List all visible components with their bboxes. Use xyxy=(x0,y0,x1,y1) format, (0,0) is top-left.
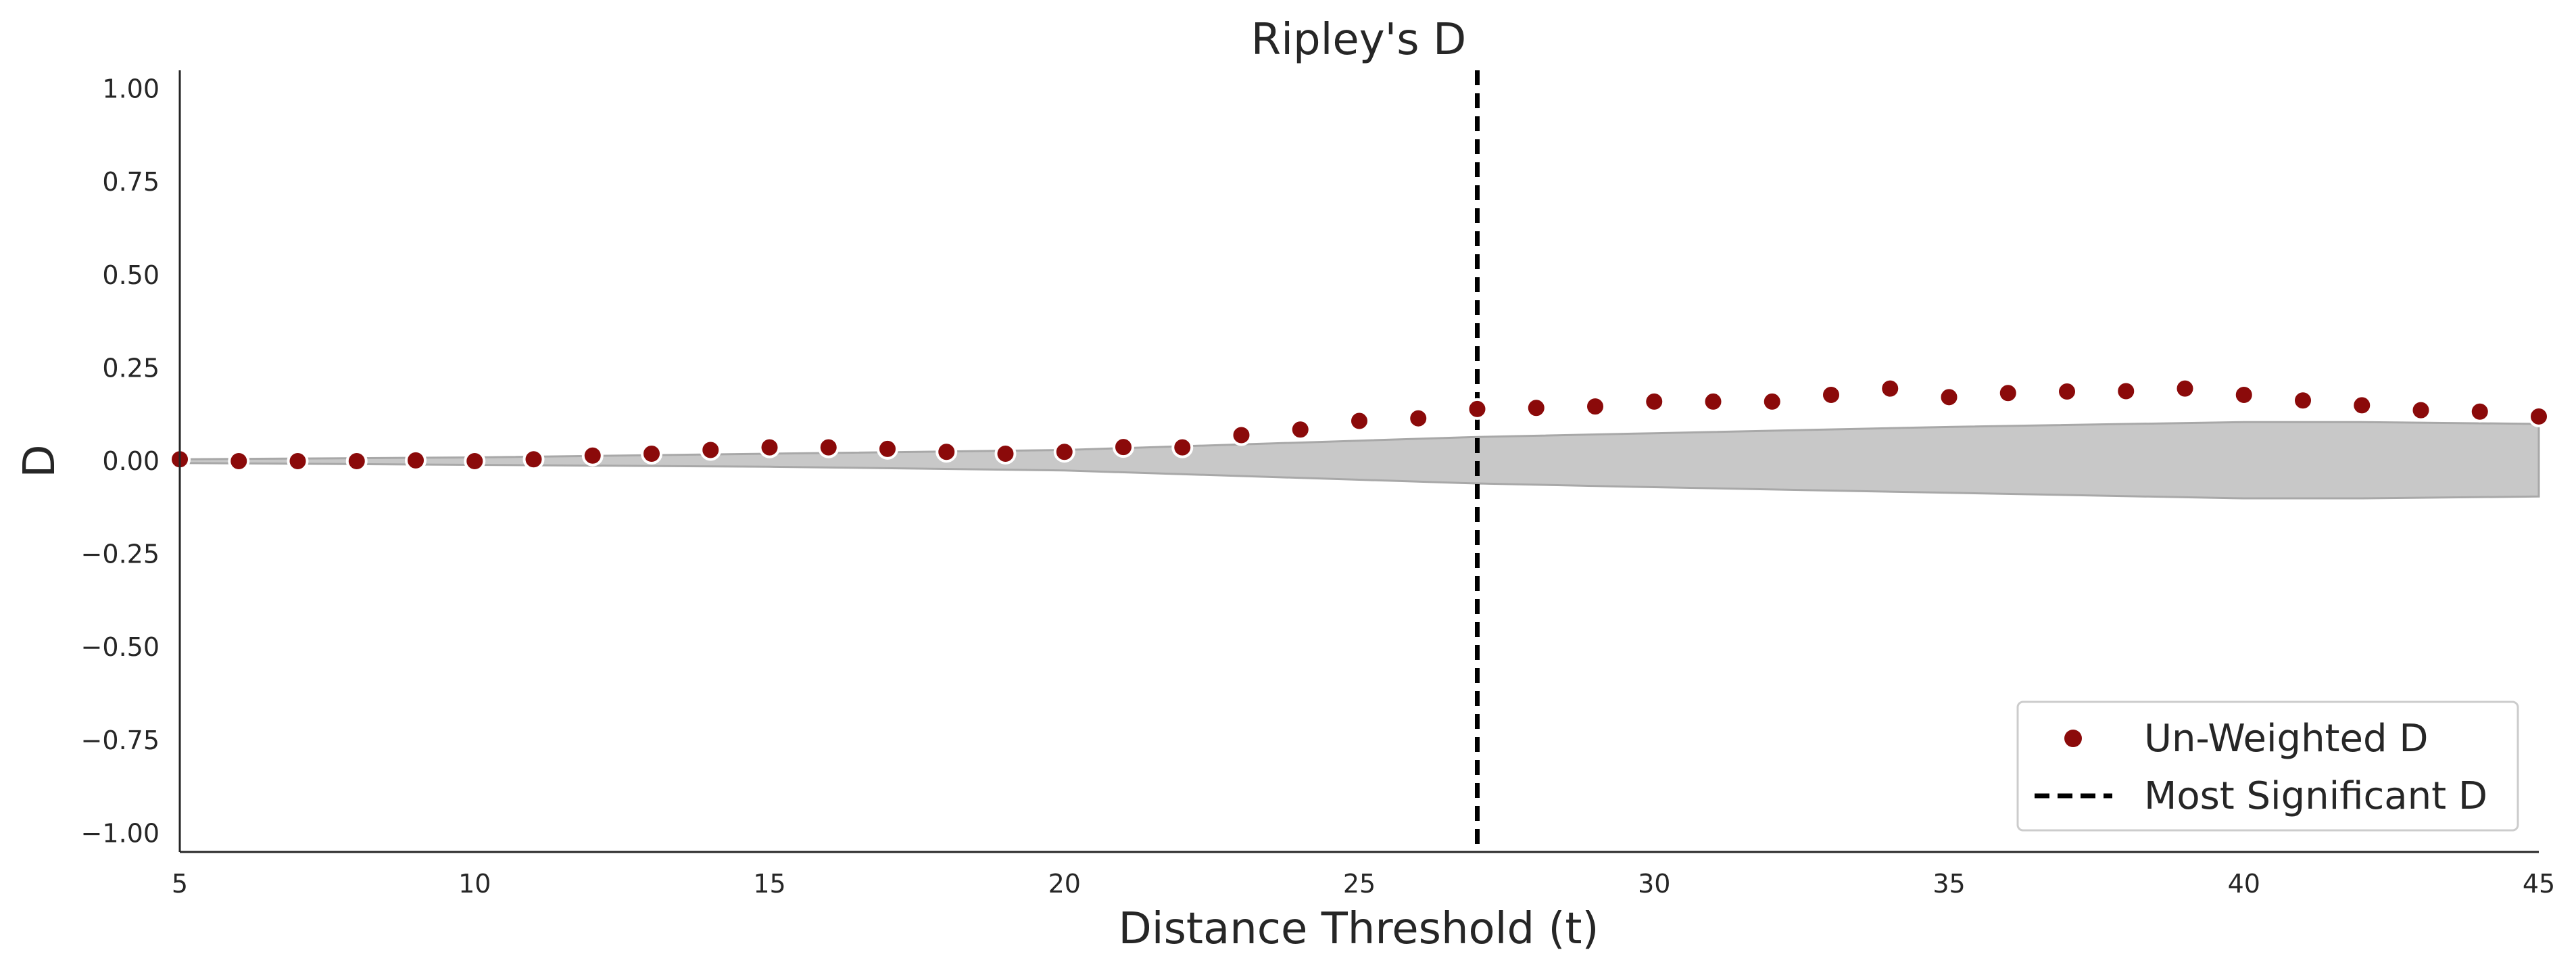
data-point xyxy=(1584,396,1606,418)
data-point xyxy=(1053,441,1075,463)
data-point xyxy=(1171,436,1194,458)
data-point xyxy=(1289,419,1311,441)
data-point xyxy=(464,450,486,472)
data-point xyxy=(1879,377,1901,400)
data-point xyxy=(2115,380,2137,402)
data-point xyxy=(1997,382,2019,404)
data-point xyxy=(817,436,840,458)
data-point xyxy=(1761,390,1783,412)
data-point xyxy=(523,448,545,471)
data-point xyxy=(2056,381,2078,403)
data-point xyxy=(2174,377,2196,400)
legend-label-most-significant-d: Most Significant D xyxy=(2144,774,2487,818)
data-point xyxy=(1643,390,1666,412)
y-tick-label: 0.25 xyxy=(102,353,160,383)
data-point xyxy=(2351,394,2373,417)
data-point xyxy=(1407,407,1430,429)
data-point xyxy=(2528,405,2550,427)
y-tick-label: 0.50 xyxy=(102,260,160,290)
x-tick-labels: 5 10 15 20 25 30 35 40 45 xyxy=(172,869,2555,899)
data-point xyxy=(1466,398,1488,420)
y-tick-label: 0.00 xyxy=(102,446,160,476)
y-tick-label: −0.25 xyxy=(81,540,160,569)
data-point xyxy=(758,436,781,458)
x-tick-label: 45 xyxy=(2523,869,2555,899)
x-axis-title: Distance Threshold (t) xyxy=(1119,904,1599,954)
x-tick-label: 25 xyxy=(1343,869,1376,899)
data-point xyxy=(1230,424,1253,446)
data-point xyxy=(2410,399,2432,421)
legend-label-unweighted-d: Un-Weighted D xyxy=(2144,717,2428,761)
data-point xyxy=(345,450,368,472)
x-tick-label: 35 xyxy=(1933,869,1965,899)
y-tick-label: −1.00 xyxy=(81,818,160,848)
data-point xyxy=(877,437,898,460)
data-point xyxy=(405,449,427,471)
y-tick-label: 1.00 xyxy=(102,74,160,104)
data-point xyxy=(994,442,1017,465)
data-point xyxy=(935,441,958,463)
x-tick-label: 10 xyxy=(458,869,491,899)
chart-title: Ripley's D xyxy=(1251,15,1466,65)
y-tick-label: 0.75 xyxy=(102,167,160,197)
x-tick-label: 15 xyxy=(753,869,785,899)
data-point xyxy=(641,442,662,465)
x-tick-label: 30 xyxy=(1638,869,1670,899)
data-point xyxy=(287,450,309,472)
y-axis-title: D xyxy=(15,444,65,477)
x-tick-label: 20 xyxy=(1048,869,1081,899)
data-point xyxy=(1938,386,1960,408)
data-point xyxy=(1702,390,1724,412)
legend: Un-Weighted D Most Significant D xyxy=(2016,701,2519,832)
data-point xyxy=(1348,410,1370,432)
data-point xyxy=(1820,384,1842,406)
data-point xyxy=(2292,389,2314,412)
legend-marker-unweighted-d xyxy=(2064,730,2082,747)
plot-area xyxy=(169,70,2550,852)
y-tick-label: −0.50 xyxy=(81,632,160,662)
x-tick-label: 40 xyxy=(2228,869,2260,899)
data-point xyxy=(2469,400,2491,423)
y-tick-label: −0.75 xyxy=(81,726,160,755)
y-tick-labels: −1.00 −0.75 −0.50 −0.25 0.00 0.25 0.50 0.75 1.00 xyxy=(81,74,160,849)
data-point xyxy=(1525,397,1547,419)
data-point xyxy=(700,439,722,461)
envelope-band xyxy=(178,421,2540,500)
data-point xyxy=(1113,436,1134,458)
data-point xyxy=(2233,384,2255,406)
data-point xyxy=(581,444,604,467)
legend-box xyxy=(2016,701,2519,832)
x-tick-label: 5 xyxy=(172,869,188,899)
data-point xyxy=(228,450,250,472)
